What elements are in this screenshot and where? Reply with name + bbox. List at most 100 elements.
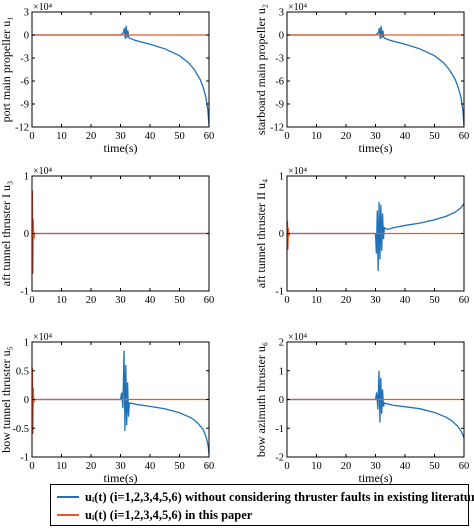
x-axis-label: time(s): [359, 141, 393, 155]
x-tick-label: 50: [429, 461, 440, 472]
y-tick-label: -1: [20, 287, 29, 298]
y-tick-label: -6: [275, 77, 284, 88]
x-tick-label: 10: [56, 461, 67, 472]
x-tick-label: 0: [284, 131, 289, 142]
x-tick-label: 10: [311, 461, 322, 472]
x-tick-label: 0: [284, 461, 289, 472]
y-tick-label: -12: [15, 123, 29, 134]
x-tick-label: 20: [341, 131, 352, 142]
x-tick-label: 60: [459, 295, 470, 306]
x-tick-label: 20: [341, 295, 352, 306]
series-line-u4-a: [287, 201, 464, 271]
y-tick-label: -9: [20, 100, 29, 111]
y-tick-label: 0.5: [16, 366, 29, 377]
x-axis-label: time(s): [104, 471, 138, 485]
x-tick-label: 30: [115, 295, 126, 306]
x-tick-label: 50: [429, 295, 440, 306]
panel-u5: 0 10 20 30 40 50 60 1 0.5 0 -0.5 -1 ×10⁴ time(s) bow t…: [0, 332, 214, 485]
x-tick-label: 40: [400, 295, 411, 306]
axes-box-u1: [31, 11, 210, 128]
x-tick-label: 60: [204, 295, 215, 306]
y-tick-label: -1: [275, 287, 284, 298]
x-tick-label: 30: [370, 295, 381, 306]
y-tick-label: -12: [270, 123, 284, 134]
y-tick-label: -3: [275, 54, 284, 65]
x-tick-label: 10: [56, 131, 67, 142]
x-tick-label: 50: [429, 131, 440, 142]
y-tick-label: 0: [24, 31, 29, 42]
x-tick-label: 40: [145, 461, 156, 472]
x-tick-label: 0: [29, 295, 34, 306]
x-tick-label: 40: [400, 461, 411, 472]
series-line-u1-a: [32, 25, 209, 126]
y-tick-label: -3: [20, 54, 29, 65]
legend-swatch-blue: [57, 496, 79, 498]
axis-exponent: ×10⁴: [33, 2, 53, 13]
x-tick-label: 30: [370, 131, 381, 142]
axis-exponent: ×10⁴: [288, 332, 308, 343]
y-tick-label: -1: [20, 453, 29, 464]
x-tick-label: 30: [370, 461, 381, 472]
x-tick-label: 20: [86, 461, 97, 472]
series-line-u5-b: [32, 367, 209, 435]
y-tick-label: 3: [24, 8, 29, 19]
y-tick-label: -6: [20, 77, 29, 88]
y-tick-label: 0: [279, 31, 284, 42]
legend-item-this-paper: uᵢ(t) (i=1,2,3,4,5,6) in this paper: [57, 506, 252, 524]
x-tick-label: 20: [86, 295, 97, 306]
x-tick-label: 10: [56, 295, 67, 306]
x-tick-label: 20: [86, 131, 97, 142]
x-tick-label: 0: [29, 131, 34, 142]
axis-exponent: ×10⁴: [288, 2, 308, 13]
x-tick-label: 30: [115, 131, 126, 142]
axis-exponent: ×10⁴: [33, 166, 53, 177]
x-tick-label: 20: [341, 461, 352, 472]
legend-label-existing-literature: uᵢ(t) (i=1,2,3,4,5,6) without considerin…: [85, 489, 474, 504]
y-tick-label: 1: [279, 172, 284, 183]
y-tick-label: 0: [24, 229, 29, 240]
series-line-u6-a: [287, 370, 464, 439]
series-line-u5-a: [32, 350, 209, 455]
y-axis-label: aft tunnel thruster II u₄: [254, 179, 268, 288]
y-tick-label: -2: [275, 453, 284, 464]
x-tick-label: 10: [311, 295, 322, 306]
legend-item-existing-literature: uᵢ(t) (i=1,2,3,4,5,6) without considerin…: [57, 488, 474, 506]
y-tick-label: 2: [279, 338, 284, 349]
x-tick-label: 40: [145, 131, 156, 142]
x-tick-label: 30: [115, 461, 126, 472]
y-axis-label: port main propeller u₁: [0, 17, 13, 123]
x-tick-label: 10: [311, 131, 322, 142]
series-line-u2-a: [287, 25, 464, 126]
legend-label-this-paper: uᵢ(t) (i=1,2,3,4,5,6) in this paper: [85, 507, 253, 522]
x-tick-label: 50: [174, 295, 185, 306]
legend-swatch-orange: [57, 514, 79, 516]
y-tick-label: 1: [24, 172, 29, 183]
series-line-u3-b: [32, 190, 209, 274]
panel-u2: 0 10 20 30 40 50 6030-3-6-9-12×10⁴time(s)starb…: [254, 2, 469, 155]
x-axis-label: time(s): [359, 471, 393, 485]
y-tick-label: -1: [275, 424, 284, 435]
panel-u1: 0 10 20 30 40 50 6030-3-6-9-12×10⁴time(s)port …: [0, 2, 214, 155]
axis-exponent: ×10⁴: [33, 332, 53, 343]
y-tick-label: 0: [24, 395, 29, 406]
x-tick-label: 60: [459, 131, 470, 142]
x-tick-label: 40: [400, 131, 411, 142]
x-tick-label: 60: [204, 131, 215, 142]
axes-box-u2: [286, 11, 465, 128]
x-tick-label: 40: [145, 295, 156, 306]
y-axis-label: bow azimuth thruster u₆: [254, 342, 268, 457]
y-tick-label: 1: [24, 338, 29, 349]
legend: uᵢ(t) (i=1,2,3,4,5,6) without considerin…: [50, 484, 474, 526]
x-tick-label: 0: [284, 295, 289, 306]
y-tick-label: 3: [279, 8, 284, 19]
y-axis-label: aft tunnel thruster I u₃: [0, 181, 13, 287]
y-tick-label: -0.5: [12, 424, 29, 435]
x-tick-label: 50: [174, 461, 185, 472]
x-axis-label: time(s): [104, 141, 138, 155]
x-tick-label: 60: [459, 461, 470, 472]
y-tick-label: 1: [279, 366, 284, 377]
axis-exponent: ×10⁴: [288, 166, 308, 177]
